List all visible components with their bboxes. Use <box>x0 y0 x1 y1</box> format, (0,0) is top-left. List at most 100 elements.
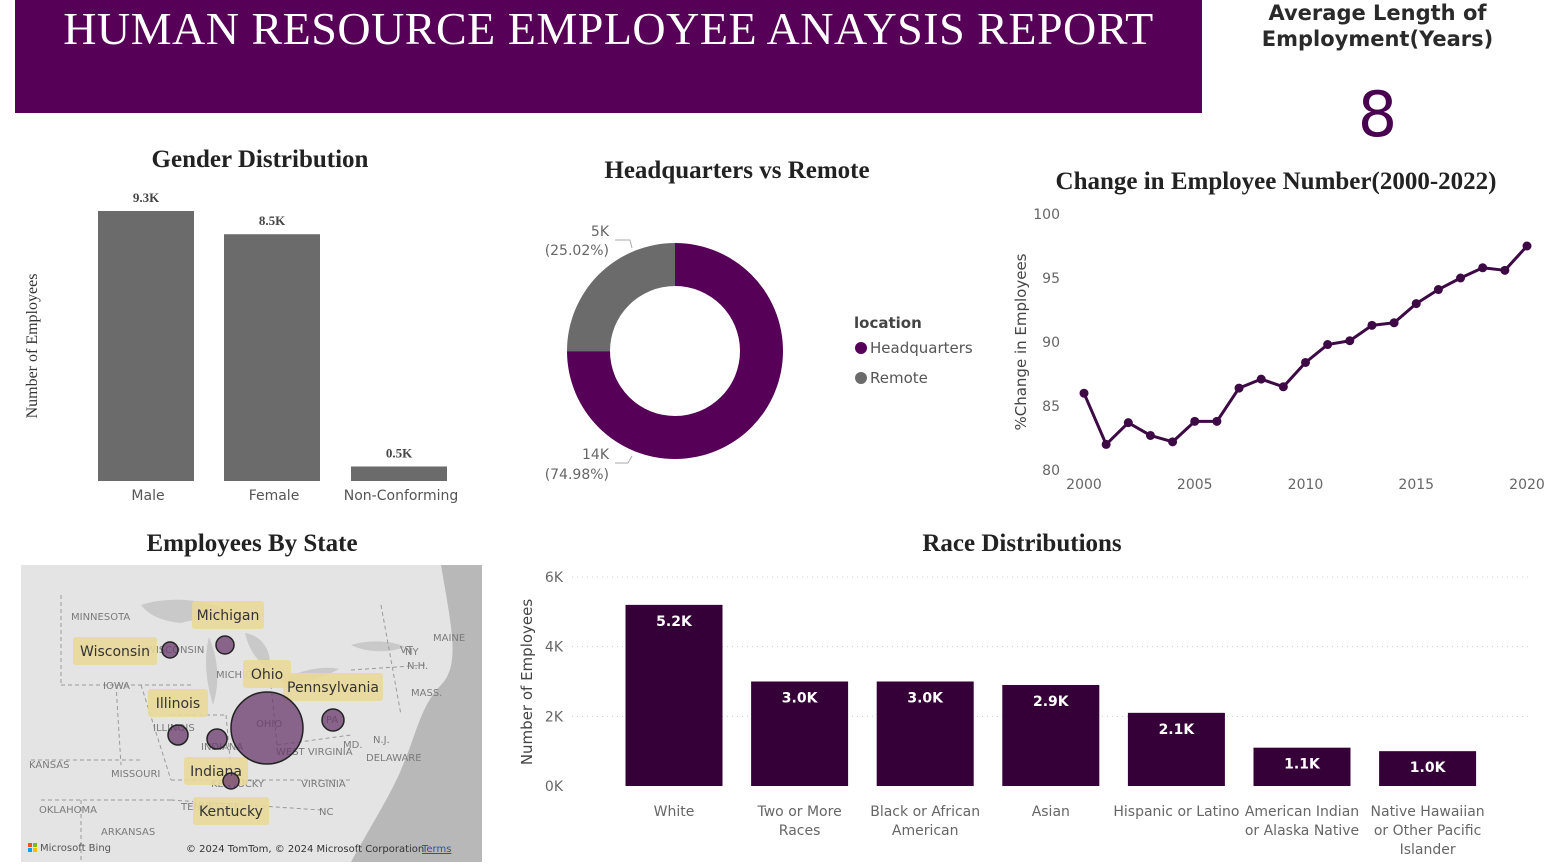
trend-point <box>1168 437 1178 447</box>
race-data-label: 5.2K <box>656 614 693 630</box>
race-category-label: or Other Pacific <box>1374 823 1481 839</box>
map-tooltip-label: Illinois <box>156 696 200 712</box>
donut-legend-marker <box>855 372 867 384</box>
trend-point <box>1367 320 1377 330</box>
state-label: KANSAS <box>29 760 69 771</box>
state-label: NY <box>405 647 419 658</box>
donut-slice-remote <box>567 243 675 352</box>
race-chart: 6K 4K 2K 0K Number of Employees 5.2K White 3.0K… <box>518 570 1530 858</box>
gender-data-label: 9.3K <box>133 190 160 205</box>
race-y-axis-label: Number of Employees <box>518 599 536 766</box>
state-label: N.J. <box>373 735 390 746</box>
trend-y-tick: 85 <box>1042 399 1060 415</box>
race-chart-title: Race Distributions <box>922 530 1122 557</box>
bing-logo-square <box>28 848 32 852</box>
trend-point <box>1190 416 1200 426</box>
trend-point <box>1101 439 1111 449</box>
donut-legend-title: location <box>854 314 922 332</box>
trend-point <box>1212 416 1222 426</box>
trend-point <box>1256 374 1266 384</box>
race-category-label: Native Hawaiian <box>1371 804 1485 820</box>
state-label: WEST VIRGINIA <box>276 747 353 758</box>
bing-logo-square <box>33 843 37 847</box>
state-label: MD. <box>343 740 363 751</box>
map-tooltip-label: Wisconsin <box>80 644 150 660</box>
trend-x-tick: 2005 <box>1177 477 1213 493</box>
kpi-label: Average Length of Employment(Years) <box>1230 0 1525 52</box>
kpi-label-line2: Employment(Years) <box>1261 27 1494 51</box>
state-label: MASS. <box>411 688 442 699</box>
state-bubble <box>215 635 235 655</box>
state-bubble <box>222 772 240 790</box>
donut-slice-headquarters <box>567 243 783 460</box>
donut-leader-remote <box>615 239 633 249</box>
map-canvas[interactable]: MINNESOTAWISCONSINIOWAILLINOISINDIANAMIC… <box>21 565 482 862</box>
trend-x-tick: 2015 <box>1398 477 1434 493</box>
trend-point <box>1522 241 1532 251</box>
gender-bar <box>98 211 194 481</box>
state-bubble <box>161 641 179 659</box>
race-category-label: Asian <box>1032 804 1070 820</box>
map-tooltip-label: Ohio <box>251 667 283 683</box>
trend-chart: 100 95 90 85 80 2000 2005 2010 2015 2020 %Change i… <box>1012 207 1545 493</box>
location-chart: 5K (25.02%) 14K (74.98%) location Headquarter… <box>545 224 973 483</box>
kpi-value: 8 <box>1357 78 1398 151</box>
trend-point <box>1234 383 1244 393</box>
donut-label-remote-value: 5K <box>591 224 610 240</box>
report-title: HUMAN RESOURCE EMPLOYEE ANAYSIS REPORT <box>63 3 1154 54</box>
trend-x-tick: 2000 <box>1066 477 1102 493</box>
map-brand: Microsoft Bing <box>40 843 111 854</box>
bing-logo-square <box>33 848 37 852</box>
trend-point <box>1500 265 1510 275</box>
trend-y-tick: 95 <box>1042 271 1060 287</box>
map-terms-link[interactable]: Terms <box>421 844 451 855</box>
race-category-label: or Alaska Native <box>1245 823 1359 839</box>
lake-michigan <box>206 637 218 705</box>
race-category-label: Hispanic or Latino <box>1113 804 1239 820</box>
race-category-label: Black or African <box>870 804 980 820</box>
race-y-tick: 4K <box>545 640 564 656</box>
state-label: N.H. <box>407 661 428 672</box>
employees-map[interactable]: MINNESOTAWISCONSINIOWAILLINOISINDIANAMIC… <box>21 565 482 862</box>
state-label: IOWA <box>103 681 130 692</box>
donut-legend-label: Remote <box>870 369 928 387</box>
race-data-label: 1.1K <box>1284 757 1321 773</box>
race-category-label: American Indian <box>1245 804 1359 820</box>
state-bubble <box>167 724 189 746</box>
trend-point <box>1456 273 1466 283</box>
state-label: DELAWARE <box>366 753 422 764</box>
gender-y-axis-label: Number of Employees <box>24 274 41 419</box>
map-tooltip-bg <box>243 660 291 688</box>
race-data-label: 3.0K <box>782 691 819 707</box>
map-tooltip-bg <box>192 601 264 629</box>
race-bar <box>1379 751 1477 786</box>
gender-category-label: Non-Conforming <box>344 488 458 504</box>
donut-label-headquarters-value: 14K <box>582 447 610 463</box>
gender-chart: Number of Employees 9.3K Male 8.5K Female 0.5… <box>24 190 458 504</box>
race-data-label: 2.9K <box>1033 694 1070 710</box>
state-label: OKLAHOMA <box>39 805 97 816</box>
bing-logo-square <box>28 843 32 847</box>
gender-category-label: Female <box>249 488 300 504</box>
trend-x-tick: 2010 <box>1288 477 1324 493</box>
trend-point <box>1278 382 1288 392</box>
state-label: MAINE <box>433 633 465 644</box>
race-y-tick: 0K <box>545 779 564 795</box>
gender-data-label: 8.5K <box>259 213 286 228</box>
gender-chart-title: Gender Distribution <box>151 146 369 173</box>
donut-legend-marker <box>855 342 867 354</box>
map-copyright: © 2024 TomTom, © 2024 Microsoft Corporat… <box>186 844 424 855</box>
location-chart-title: Headquarters vs Remote <box>604 157 870 184</box>
state-border <box>115 684 122 766</box>
gender-data-label: 0.5K <box>386 445 413 460</box>
race-category-label: Races <box>779 823 821 839</box>
race-category-label: American <box>892 823 959 839</box>
header-banner: HUMAN RESOURCE EMPLOYEE ANAYSIS REPORT <box>15 0 1202 113</box>
map-tooltip-label: Kentucky <box>199 804 263 820</box>
state-border <box>350 664 427 671</box>
race-category-label: White <box>654 804 695 820</box>
race-data-label: 3.0K <box>907 691 944 707</box>
race-bar <box>876 681 974 786</box>
race-category-label: Islander <box>1400 842 1456 858</box>
race-bar <box>1253 747 1351 786</box>
